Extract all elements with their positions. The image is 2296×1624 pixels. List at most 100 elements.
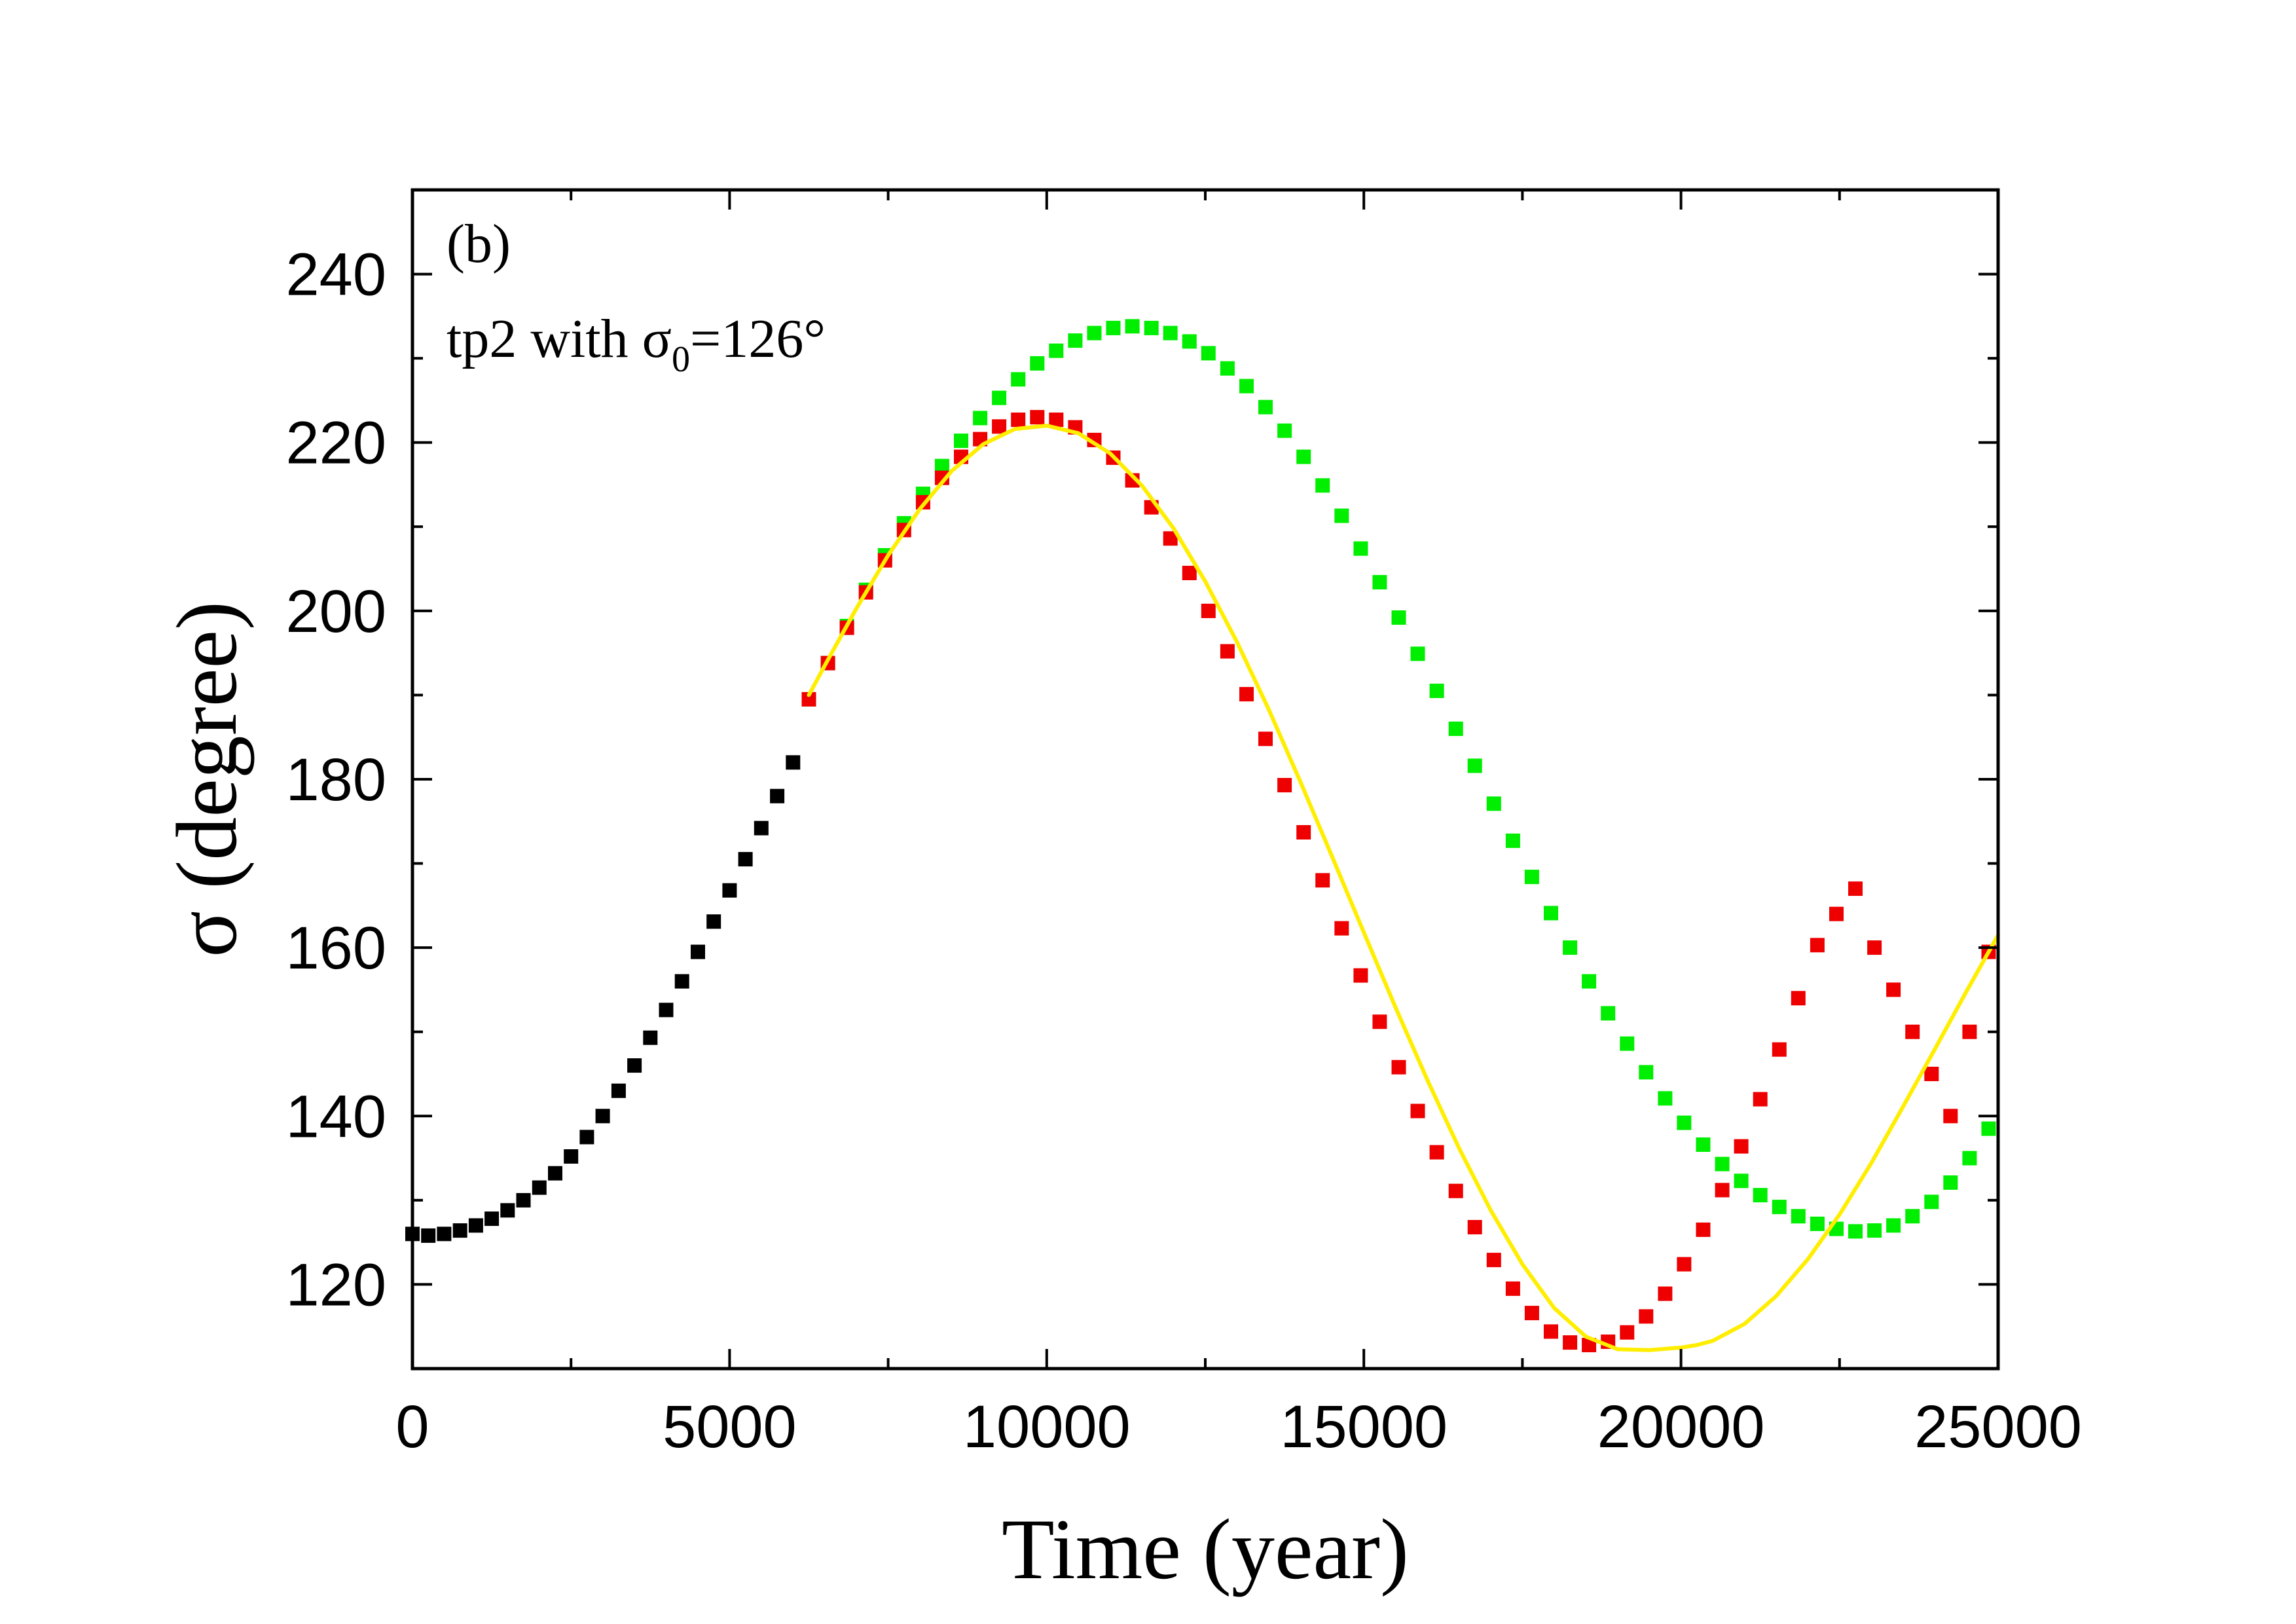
data-point-series-1 xyxy=(1410,646,1425,661)
data-point-series-1 xyxy=(1239,378,1254,394)
data-point-series-2 xyxy=(1563,1335,1578,1350)
data-point-series-2 xyxy=(1867,940,1882,955)
data-point-series-1 xyxy=(1467,758,1482,773)
data-point-series-2 xyxy=(1924,1067,1939,1081)
y-tick-label: 240 xyxy=(286,242,387,308)
data-point-series-2 xyxy=(1163,531,1178,546)
data-point-series-0 xyxy=(627,1058,642,1073)
data-point-series-1 xyxy=(1125,319,1140,334)
data-point-series-1 xyxy=(1144,320,1159,335)
data-point-series-2 xyxy=(1030,410,1045,425)
tick-labels: 0 5000 10000 15000 20000 25000 120 140 160 180 200… xyxy=(286,242,2082,1460)
y-tick-label: 140 xyxy=(286,1083,387,1150)
data-point-series-2 xyxy=(1334,921,1349,936)
data-point-series-0 xyxy=(564,1149,579,1164)
data-point-series-2 xyxy=(1486,1253,1501,1268)
data-point-series-0 xyxy=(452,1223,467,1238)
data-point-series-1 xyxy=(1334,508,1349,523)
data-point-series-2 xyxy=(1544,1324,1558,1339)
data-point-series-1 xyxy=(1772,1200,1787,1215)
data-point-series-2 xyxy=(1734,1139,1749,1154)
data-point-series-0 xyxy=(484,1211,500,1227)
data-point-series-2 xyxy=(1315,873,1330,888)
data-point-series-2 xyxy=(1582,1338,1597,1352)
data-point-series-0 xyxy=(579,1130,594,1145)
data-point-series-1 xyxy=(1068,333,1083,348)
fit-line xyxy=(807,424,2000,1352)
data-point-series-1 xyxy=(1943,1175,1958,1190)
y-tick-label: 220 xyxy=(286,410,387,477)
axis-ticks xyxy=(411,190,1999,1369)
data-point-series-1 xyxy=(1620,1036,1635,1051)
panel-label: (b) xyxy=(446,213,511,274)
x-axis-title: Time (year) xyxy=(1002,1501,1409,1597)
data-point-series-2 xyxy=(1943,1109,1958,1124)
data-point-series-0 xyxy=(691,944,705,959)
x-tick-label: 10000 xyxy=(963,1393,1131,1460)
y-tick-label: 120 xyxy=(286,1251,387,1318)
data-point-series-0 xyxy=(516,1192,531,1208)
data-point-series-1 xyxy=(1696,1137,1711,1152)
data-point-series-1 xyxy=(934,458,949,473)
y-tick-label: 180 xyxy=(286,747,387,813)
x-tick-label: 0 xyxy=(395,1393,429,1460)
data-point-series-2 xyxy=(1905,1024,1920,1039)
data-point-series-1 xyxy=(1429,684,1444,698)
data-point-series-0 xyxy=(754,821,769,836)
data-point-series-2 xyxy=(1886,982,1901,997)
data-point-series-1 xyxy=(992,390,1007,405)
data-point-series-1 xyxy=(1582,974,1597,989)
data-point-series-2 xyxy=(1372,1014,1387,1029)
annotation-prefix: tp2 with σ xyxy=(446,308,672,369)
data-point-series-0 xyxy=(611,1083,626,1098)
data-point-series-0 xyxy=(643,1030,658,1045)
data-point-series-2 xyxy=(934,470,949,485)
data-point-series-2 xyxy=(1753,1092,1768,1107)
data-point-series-2 xyxy=(1524,1306,1539,1321)
data-point-series-2 xyxy=(1201,603,1216,618)
data-point-series-2 xyxy=(1848,881,1863,896)
data-point-series-1 xyxy=(1391,610,1406,625)
data-point-series-1 xyxy=(1106,320,1121,335)
data-point-series-2 xyxy=(1296,825,1311,840)
data-point-series-1 xyxy=(1601,1006,1616,1021)
data-point-series-1 xyxy=(1715,1156,1730,1172)
data-point-series-2 xyxy=(1049,413,1064,427)
y-tick-label: 160 xyxy=(286,915,387,982)
data-point-series-2 xyxy=(1505,1281,1520,1296)
data-point-series-1 xyxy=(1886,1218,1901,1233)
series-annotation: tp2 with σ0=126° xyxy=(446,308,826,380)
data-point-series-2 xyxy=(1391,1060,1406,1075)
data-point-series-1 xyxy=(1639,1065,1654,1080)
data-point-series-1 xyxy=(1163,325,1178,341)
data-point-series-1 xyxy=(1867,1223,1882,1238)
data-point-series-0 xyxy=(786,755,801,770)
data-point-series-0 xyxy=(722,883,737,898)
data-point-series-0 xyxy=(674,974,689,989)
data-point-series-2 xyxy=(1410,1103,1425,1118)
x-tick-label: 15000 xyxy=(1280,1393,1448,1460)
data-point-series-0 xyxy=(706,914,721,929)
data-point-series-2 xyxy=(1429,1145,1444,1160)
data-point-series-1 xyxy=(1087,325,1102,341)
data-point-series-1 xyxy=(1791,1209,1806,1224)
y-tick-label: 200 xyxy=(286,578,387,645)
y-axis-title: σ (degree) xyxy=(158,601,255,957)
data-point-series-1 xyxy=(973,411,988,426)
data-point-series-2 xyxy=(1620,1325,1635,1340)
data-point-series-1 xyxy=(1924,1194,1939,1209)
data-point-series-2 xyxy=(1011,413,1026,427)
data-point-series-0 xyxy=(500,1203,515,1218)
data-point-series-2 xyxy=(1677,1257,1692,1272)
data-point-series-1 xyxy=(1981,1121,1996,1136)
data-point-series-1 xyxy=(954,434,968,449)
data-point-series-1 xyxy=(1524,870,1539,885)
data-point-series-1 xyxy=(1505,833,1520,848)
data-point-series-1 xyxy=(1258,399,1273,415)
data-point-series-1 xyxy=(1296,449,1311,464)
data-point-series-1 xyxy=(1848,1224,1863,1239)
data-point-series-2 xyxy=(801,692,816,707)
data-point-series-1 xyxy=(1353,541,1368,556)
data-point-series-0 xyxy=(437,1227,452,1242)
